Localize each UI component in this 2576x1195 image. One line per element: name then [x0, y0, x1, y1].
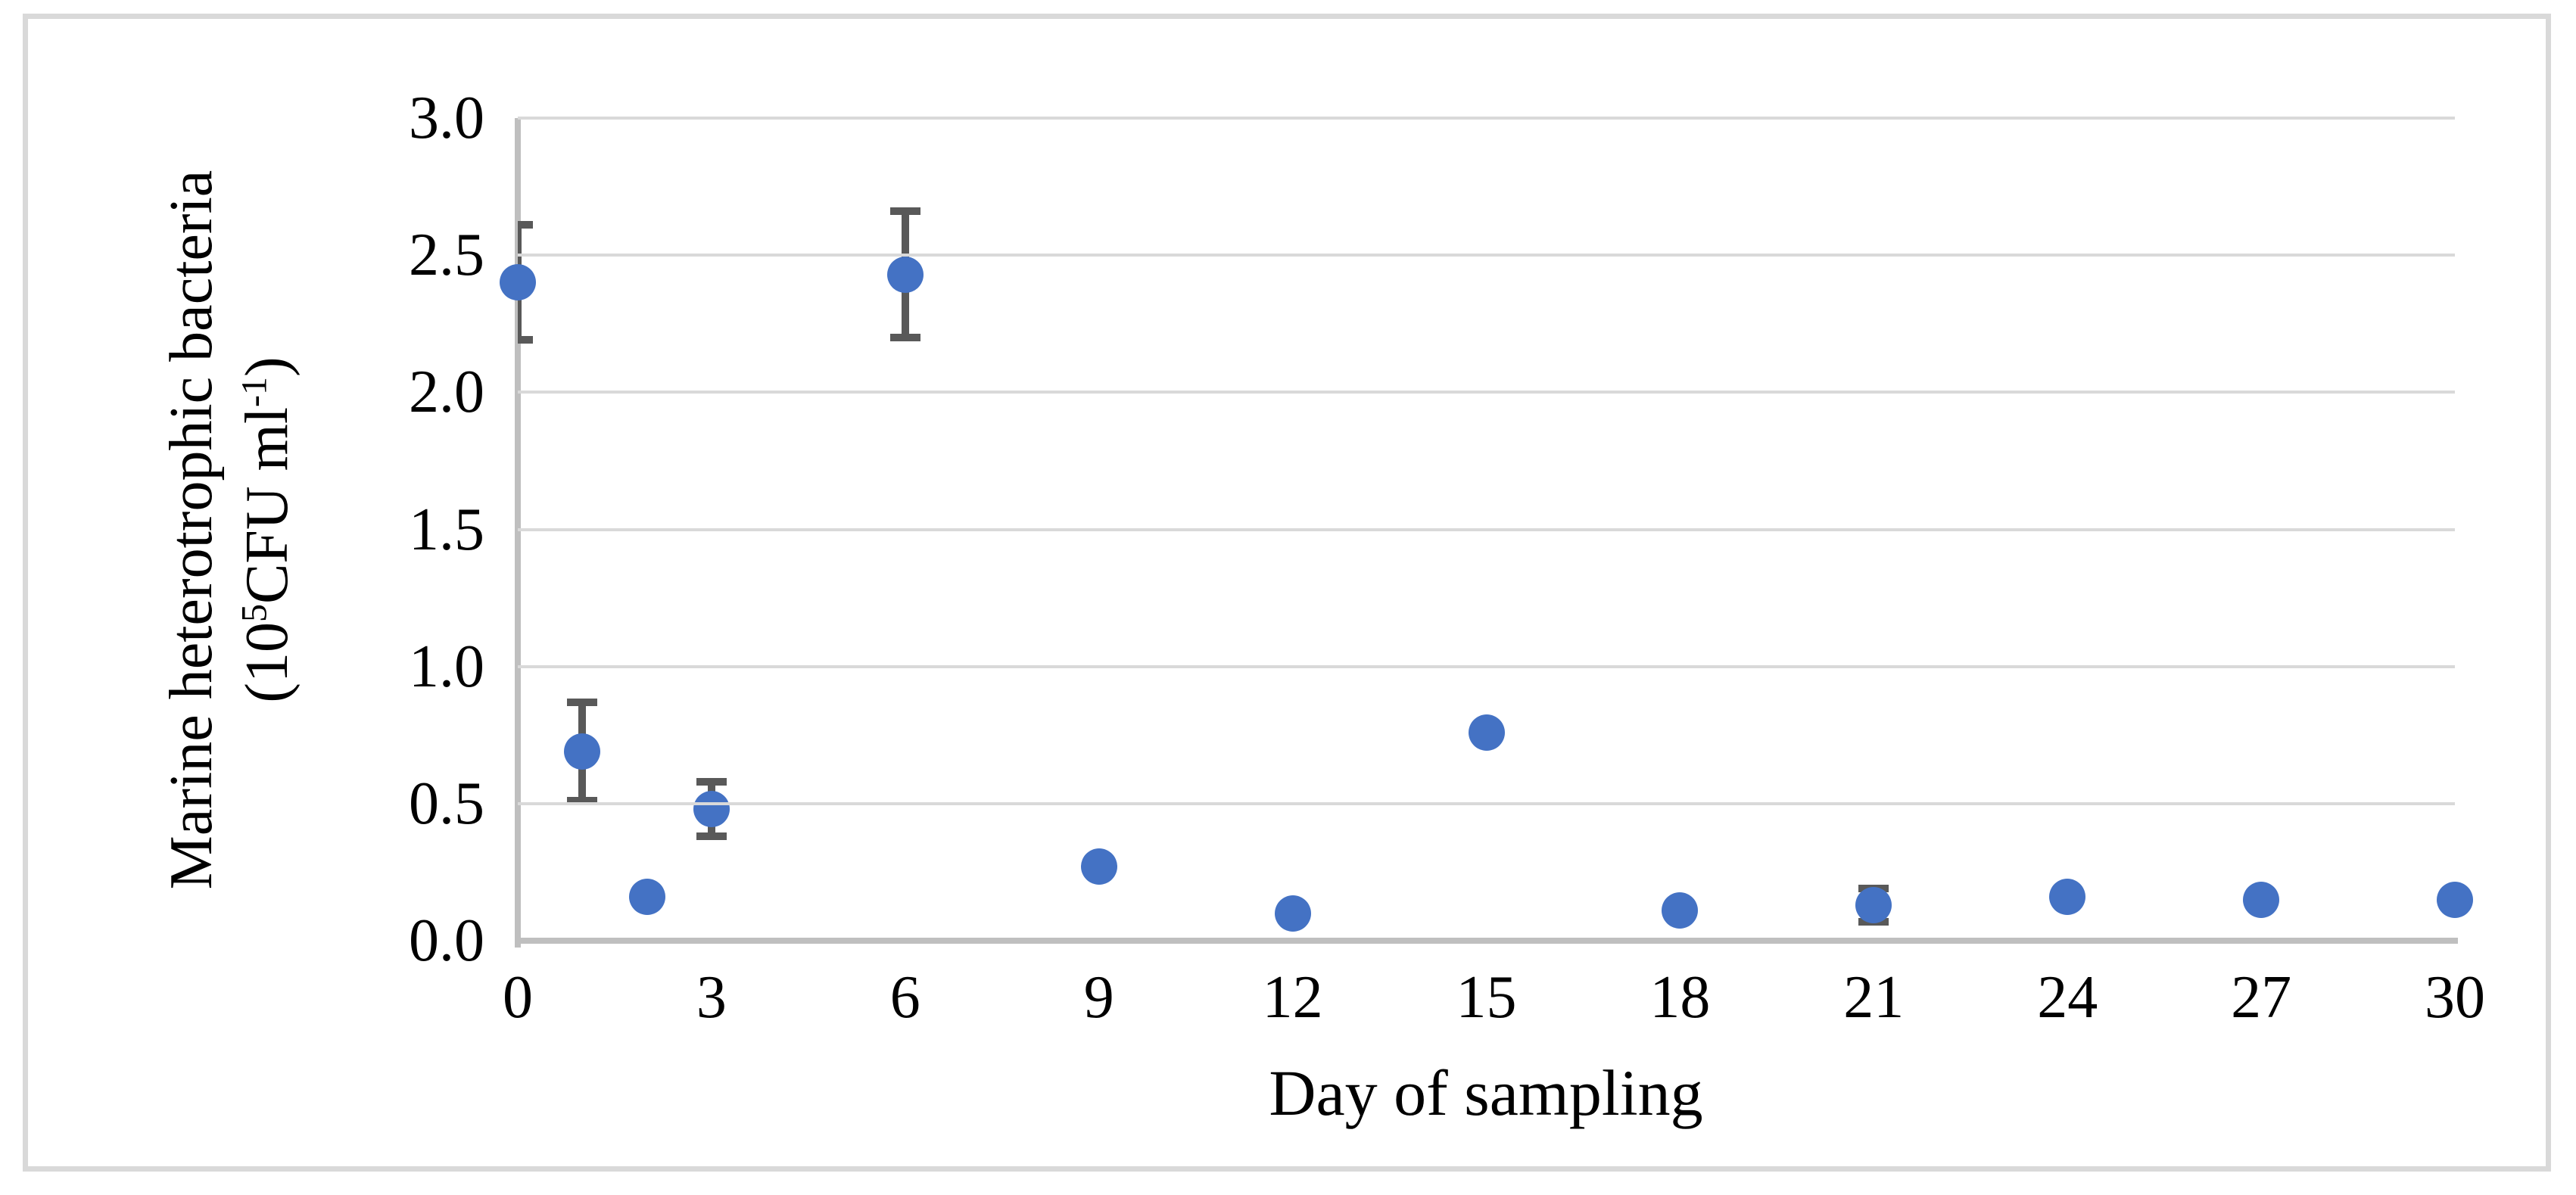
x-tick-labels: 0 3 6 9 12 15 18 21 24 27 30 [503, 963, 2485, 1038]
data-point-marker [1855, 886, 1892, 923]
y-axis-title-line1: Marine heterotrophic bacteria [158, 170, 225, 890]
x-tick-label: 0 [503, 964, 533, 1031]
error-bar-cap-top [518, 221, 533, 229]
y-tick-label: 2.0 [409, 359, 484, 426]
error-bar-cap-bottom [696, 832, 727, 841]
data-point-layer [500, 118, 2473, 941]
x-tick-label: 18 [1649, 964, 1711, 1031]
chart-frame [23, 14, 2551, 1172]
data-point-marker [2243, 881, 2280, 918]
x-tick-label: 12 [1262, 964, 1323, 1031]
y-tick-label: 0.0 [409, 907, 484, 974]
data-point-marker [886, 256, 924, 293]
x-tick-label: 3 [696, 964, 727, 1031]
error-bar-cap-bottom [889, 333, 920, 341]
x-axis-line [515, 938, 2458, 944]
x-tick-label: 30 [2425, 964, 2485, 1031]
error-bar-cap-bottom [567, 797, 598, 805]
gridline-y-2.5 [518, 254, 2455, 257]
gridline-y-3.0 [518, 117, 2455, 120]
gridline-y-2.0 [518, 391, 2455, 394]
error-bar-cap-top [889, 207, 920, 216]
gridline-y-1.0 [518, 664, 2455, 668]
data-point-marker [693, 791, 730, 828]
data-point-marker [2437, 881, 2473, 918]
data-point-marker [2049, 879, 2086, 916]
y-tick-label: 1.5 [409, 496, 484, 563]
data-point-marker [1662, 892, 1699, 929]
error-bar-cap-top [567, 698, 598, 706]
data-point-marker [500, 264, 536, 301]
gridline-y-0.5 [518, 801, 2455, 805]
y-tick-label: 0.5 [409, 770, 484, 837]
x-tick-label: 6 [889, 964, 920, 1031]
y-axis-line [515, 118, 521, 948]
x-tick-label: 24 [2037, 964, 2098, 1031]
y-tick-labels: 3.0 2.5 2.0 1.5 1.0 0.5 0.0 [257, 88, 484, 971]
error-bar-cap-top [696, 777, 727, 786]
gridline-y-1.5 [518, 527, 2455, 531]
data-point-marker [628, 879, 665, 916]
x-tick-label: 15 [1456, 964, 1517, 1031]
x-tick-label: 9 [1083, 964, 1114, 1031]
data-point-marker [1468, 714, 1505, 751]
y-tick-label: 2.5 [409, 222, 484, 289]
data-point-marker [1080, 848, 1117, 885]
y-tick-label: 3.0 [409, 85, 484, 151]
error-bar-cap-bottom [518, 336, 533, 344]
x-axis-title: Day of sampling [1269, 1057, 1703, 1129]
y-tick-label: 1.0 [409, 633, 484, 700]
x-tick-label: 27 [2231, 964, 2292, 1031]
x-tick-label: 21 [1843, 964, 1905, 1031]
data-point-marker [1274, 895, 1311, 932]
plot-area [500, 117, 2473, 948]
data-point-marker [564, 733, 601, 770]
